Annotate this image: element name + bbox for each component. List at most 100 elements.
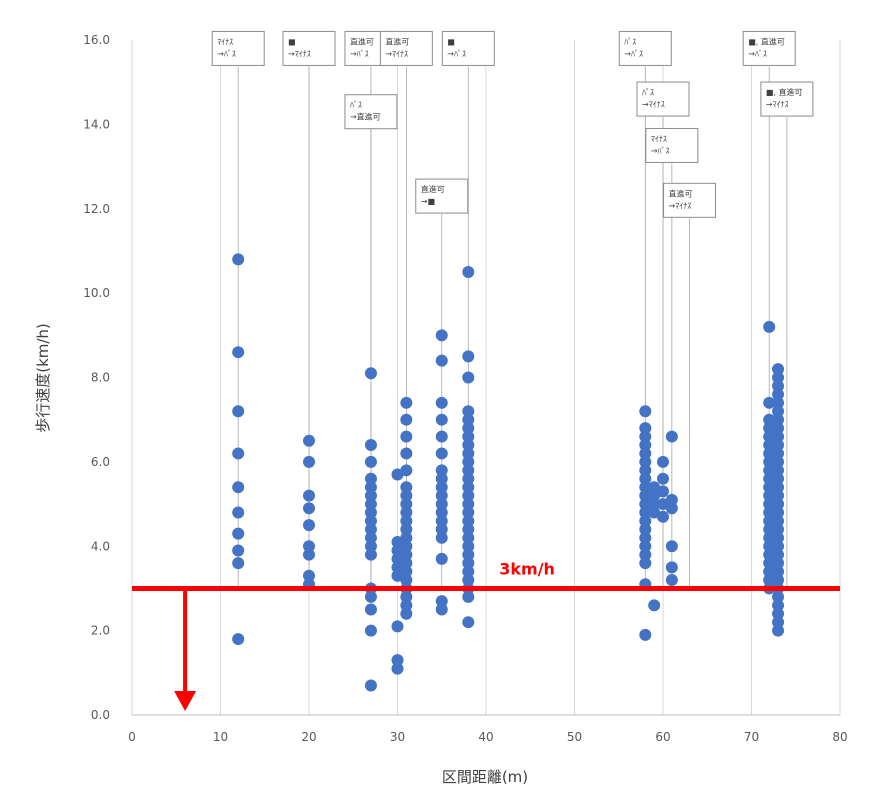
data-point bbox=[462, 565, 475, 578]
data-point bbox=[462, 531, 475, 544]
x-tick-label: 80 bbox=[832, 730, 847, 744]
data-point bbox=[772, 506, 785, 519]
data-point bbox=[772, 481, 785, 494]
data-point bbox=[303, 502, 315, 515]
x-tick-label: 20 bbox=[301, 730, 316, 744]
data-point bbox=[303, 434, 315, 447]
data-point bbox=[772, 363, 785, 376]
callout-text: ﾊﾟｽ bbox=[624, 37, 636, 46]
data-point bbox=[657, 455, 669, 468]
data-point bbox=[435, 472, 448, 485]
data-point bbox=[364, 439, 377, 451]
data-point bbox=[639, 464, 652, 477]
y-tick-labels: 0.0 2.0 4.0 6.0 8.0 10.0 12.0 14.0 16.0 bbox=[83, 33, 110, 722]
data-point bbox=[763, 489, 776, 502]
data-point bbox=[400, 464, 413, 477]
callout: ﾊﾟｽ →直進可 bbox=[344, 94, 398, 589]
data-point bbox=[391, 654, 404, 667]
data-point bbox=[763, 455, 776, 468]
callout-box bbox=[441, 30, 495, 66]
data-point bbox=[435, 498, 448, 511]
data-point bbox=[772, 531, 785, 544]
callout-text: ﾏｲﾅｽ bbox=[217, 37, 233, 46]
data-point bbox=[303, 548, 315, 561]
data-point bbox=[400, 506, 413, 519]
y-tick-label: 12.0 bbox=[83, 202, 110, 216]
data-point bbox=[639, 447, 652, 460]
data-point bbox=[763, 574, 776, 586]
data-point bbox=[639, 531, 652, 544]
data-point bbox=[435, 595, 448, 608]
data-point bbox=[763, 506, 776, 519]
data-point bbox=[763, 396, 776, 409]
data-point bbox=[364, 590, 377, 603]
data-point bbox=[400, 430, 413, 443]
x-tick-label: 60 bbox=[655, 730, 670, 744]
x-tick-label: 30 bbox=[390, 730, 405, 744]
data-point bbox=[400, 607, 413, 620]
data-point bbox=[772, 464, 785, 477]
data-point bbox=[665, 430, 678, 443]
callout-text: →直進可 bbox=[350, 112, 381, 122]
callout-box bbox=[636, 81, 690, 117]
callout-text: 直進可 bbox=[669, 188, 693, 198]
callout-text: →ﾊﾟｽ bbox=[624, 49, 643, 58]
data-point bbox=[763, 464, 776, 477]
x-tick-label: 50 bbox=[567, 730, 582, 744]
data-point bbox=[435, 489, 448, 502]
callout-box bbox=[415, 178, 469, 214]
data-point bbox=[763, 548, 776, 561]
callout: ■, 直進可 →ﾊﾟｽ bbox=[742, 30, 796, 589]
data-point bbox=[400, 548, 413, 561]
data-point bbox=[462, 540, 475, 553]
y-tick-label: 4.0 bbox=[91, 539, 110, 553]
data-point bbox=[772, 540, 785, 553]
callout-box bbox=[379, 30, 433, 66]
data-point bbox=[665, 502, 678, 515]
data-point bbox=[763, 320, 776, 333]
data-point bbox=[462, 439, 475, 451]
data-point bbox=[462, 472, 475, 485]
data-point bbox=[435, 354, 448, 367]
data-point bbox=[435, 523, 448, 536]
data-point bbox=[400, 565, 413, 578]
data-point bbox=[772, 430, 785, 443]
data-point bbox=[639, 548, 652, 561]
data-point bbox=[772, 413, 785, 426]
data-point bbox=[462, 557, 475, 570]
data-point bbox=[639, 557, 652, 570]
data-point bbox=[665, 574, 678, 586]
data-point bbox=[462, 514, 475, 527]
data-point bbox=[364, 367, 377, 380]
data-point bbox=[657, 485, 669, 498]
x-tick-labels: 0 10 20 30 40 50 60 70 80 bbox=[128, 730, 847, 744]
callout-text: ﾏｲﾅｽ bbox=[651, 134, 667, 143]
data-point bbox=[232, 633, 245, 646]
data-point bbox=[462, 464, 475, 477]
data-point bbox=[232, 481, 245, 494]
data-point bbox=[232, 544, 245, 557]
data-point bbox=[364, 506, 377, 519]
callout-box bbox=[760, 81, 814, 117]
data-point bbox=[303, 540, 315, 553]
data-point bbox=[772, 574, 785, 586]
data-point bbox=[665, 493, 678, 506]
y-axis-title: 歩行速度(km/h) bbox=[34, 323, 52, 433]
data-point bbox=[639, 481, 652, 494]
callout: ﾏｲﾅｽ →ﾊﾟｽ bbox=[211, 30, 265, 589]
data-point bbox=[763, 439, 776, 451]
callout-box bbox=[663, 182, 717, 218]
x-tick-label: 10 bbox=[213, 730, 228, 744]
data-point bbox=[364, 489, 377, 502]
data-point bbox=[364, 455, 377, 468]
callout-text: →ﾏｲﾅｽ bbox=[669, 201, 692, 210]
callout-text: →ﾏｲﾅｽ bbox=[766, 100, 789, 109]
callout-text: ■, 直進可 bbox=[748, 36, 785, 46]
data-point bbox=[364, 514, 377, 527]
data-point bbox=[772, 557, 785, 570]
data-point bbox=[400, 514, 413, 527]
callout-box bbox=[742, 30, 796, 66]
data-point bbox=[364, 498, 377, 511]
